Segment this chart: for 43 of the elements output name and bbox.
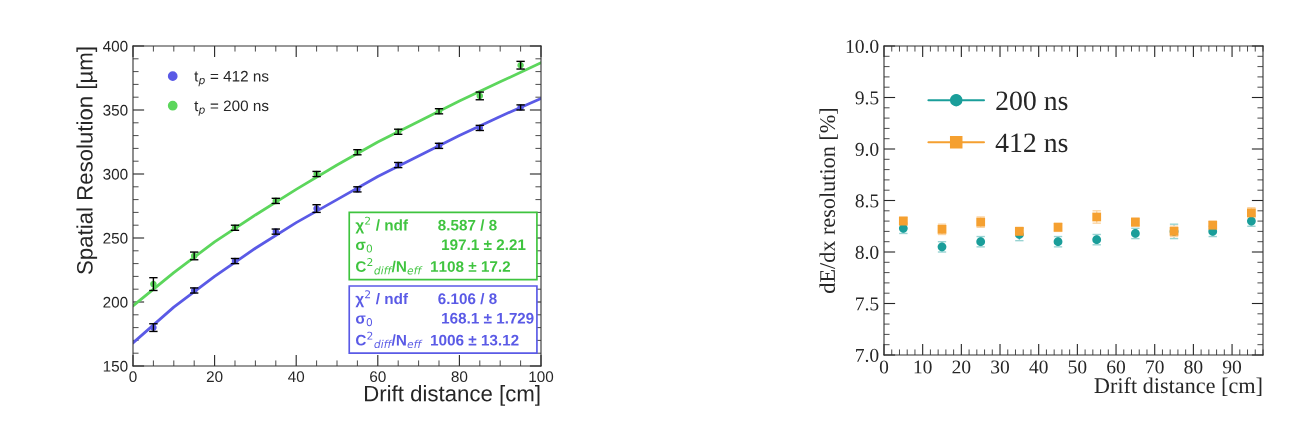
y-tick-label: 7.0 xyxy=(856,348,879,363)
x-tick-label: 30 xyxy=(991,360,1009,374)
y-tick-label: 9.5 xyxy=(855,91,879,105)
y-tick-label: 7.5 xyxy=(856,297,879,311)
y-axis-title: dE/dx resolution [%] xyxy=(819,108,838,293)
legend-label: 412 ns xyxy=(995,133,1068,153)
x-tick-label: 70 xyxy=(1146,360,1164,374)
y-tick-label: 150 xyxy=(103,360,128,372)
x-tick-label: 10 xyxy=(914,360,932,374)
x-tick-label: 50 xyxy=(1068,360,1087,374)
y-tick-label: 10.0 xyxy=(846,39,879,54)
y-tick-label: 8.0 xyxy=(855,245,879,260)
y-tick-label: 200 xyxy=(103,296,128,308)
y-axis-title: Spatial Resolution [µm] xyxy=(76,47,98,274)
x-tick-label: 80 xyxy=(1184,360,1203,374)
annotation: C$^{2}$$_{diff}$/N$_{eff}$ 1006 ± 13.12 xyxy=(355,331,519,349)
legend-label: t$_{p}$ = 412 ns xyxy=(194,70,269,87)
x-tick-label: 40 xyxy=(288,371,305,383)
x-tick-label: 60 xyxy=(1107,360,1126,374)
y-tick-label: 8.5 xyxy=(855,194,879,208)
x-tick-label: 20 xyxy=(952,360,971,374)
x-tick-label: 100 xyxy=(529,371,554,383)
x-tick-label: 40 xyxy=(1029,360,1048,374)
x-tick-label: 20 xyxy=(206,371,223,383)
x-axis-title: Drift distance [cm] xyxy=(1094,377,1262,396)
y-tick-label: 400 xyxy=(103,40,128,52)
legend-label: t$_{p}$ = 200 ns xyxy=(194,100,269,116)
annotation: χ$^{2}$ / ndf 8.587 / 8 xyxy=(355,216,497,234)
y-tick-label: 300 xyxy=(103,168,128,180)
x-tick-label: 90 xyxy=(1222,360,1242,374)
legend-label: 200 ns xyxy=(996,91,1068,111)
y-tick-label: 250 xyxy=(103,232,128,244)
y-tick-label: 9.0 xyxy=(855,142,879,157)
x-tick-label: 0 xyxy=(129,371,137,383)
text: σ$_{0}$ 197.1 ± 2.21 xyxy=(355,239,526,253)
text: σ$_{0}$ 168.1 ± 1.729 xyxy=(355,312,534,327)
x-tick-label: 80 xyxy=(451,371,468,383)
y-tick-label: 350 xyxy=(103,104,128,116)
x-axis-title: Drift distance [cm] xyxy=(365,385,540,406)
x-tick-label: 60 xyxy=(370,371,386,383)
annotation: χ$^{2}$ / ndf 6.106 / 8 xyxy=(355,290,497,308)
x-tick-label: 0 xyxy=(879,360,889,374)
annotation: C$^{2}$$_{diff}$/N$_{eff}$ 1108 ± 17.2 xyxy=(355,258,511,275)
